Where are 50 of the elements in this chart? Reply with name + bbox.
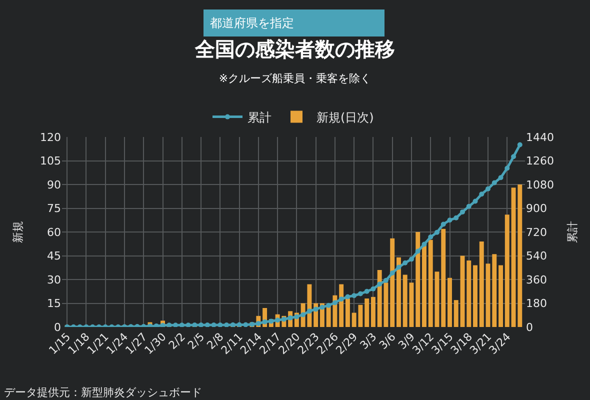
text: データ提供元：新型肺炎ダッシュボード: [4, 386, 202, 399]
text: 都道府県を指定: [210, 16, 378, 30]
bar: [339, 284, 344, 327]
chart-title: 全国の感染者数の推移: [194, 37, 395, 61]
bar: [504, 214, 510, 327]
y-tick-label: 75: [47, 202, 61, 216]
bar: [396, 257, 401, 327]
bar: [492, 254, 497, 327]
y2-tick-label: 180: [526, 297, 547, 310]
x-tick-label: 2/5: [185, 330, 208, 352]
bar: [422, 243, 426, 327]
y2-tick-label: 720: [526, 226, 547, 239]
x-tick-label: 3/3: [358, 330, 380, 352]
y-tick-label: 45: [47, 250, 61, 263]
y2-axis-title: 累計: [566, 221, 580, 243]
y2-tick-label: 0: [526, 320, 533, 334]
bar: [364, 298, 370, 327]
bar: [479, 242, 484, 327]
bar: [448, 278, 452, 327]
y2-tick-label: 900: [526, 202, 547, 216]
y-axis-title: 新規: [12, 221, 25, 243]
x-tick-label: 3/6: [376, 330, 398, 352]
y-tick-label: 60: [47, 226, 61, 239]
bar: [402, 274, 408, 327]
bar: [454, 300, 458, 327]
bar: [441, 228, 446, 327]
bar: [390, 238, 395, 327]
y-tick-label: 90: [47, 178, 61, 192]
y2-tick-label: 540: [526, 250, 547, 263]
legend-label: 新規(日次): [316, 110, 374, 124]
bar: [473, 265, 478, 327]
y2-tick-label: 1260: [526, 154, 554, 168]
bar: [370, 296, 376, 327]
y-tick-label: 105: [40, 154, 61, 168]
bar: [498, 265, 503, 327]
chart-subtitle: ※クルーズ船乗員・乗客を除く: [218, 72, 372, 85]
bar: [416, 232, 420, 327]
bar: [486, 264, 490, 327]
x-tick-label: 2/2: [166, 330, 188, 352]
y2-tick-label: 360: [526, 273, 547, 286]
bar: [434, 272, 440, 327]
legend-label: 累計: [248, 110, 272, 124]
y2-tick-label: 1440: [526, 130, 554, 144]
y2-tick-label: 1080: [526, 178, 554, 192]
y-tick-label: 120: [40, 130, 61, 144]
y-tick-label: 0: [54, 320, 61, 334]
y-tick-label: 30: [47, 273, 61, 286]
y-tick-label: 15: [47, 297, 61, 310]
bar: [409, 282, 414, 327]
bar: [466, 260, 472, 327]
